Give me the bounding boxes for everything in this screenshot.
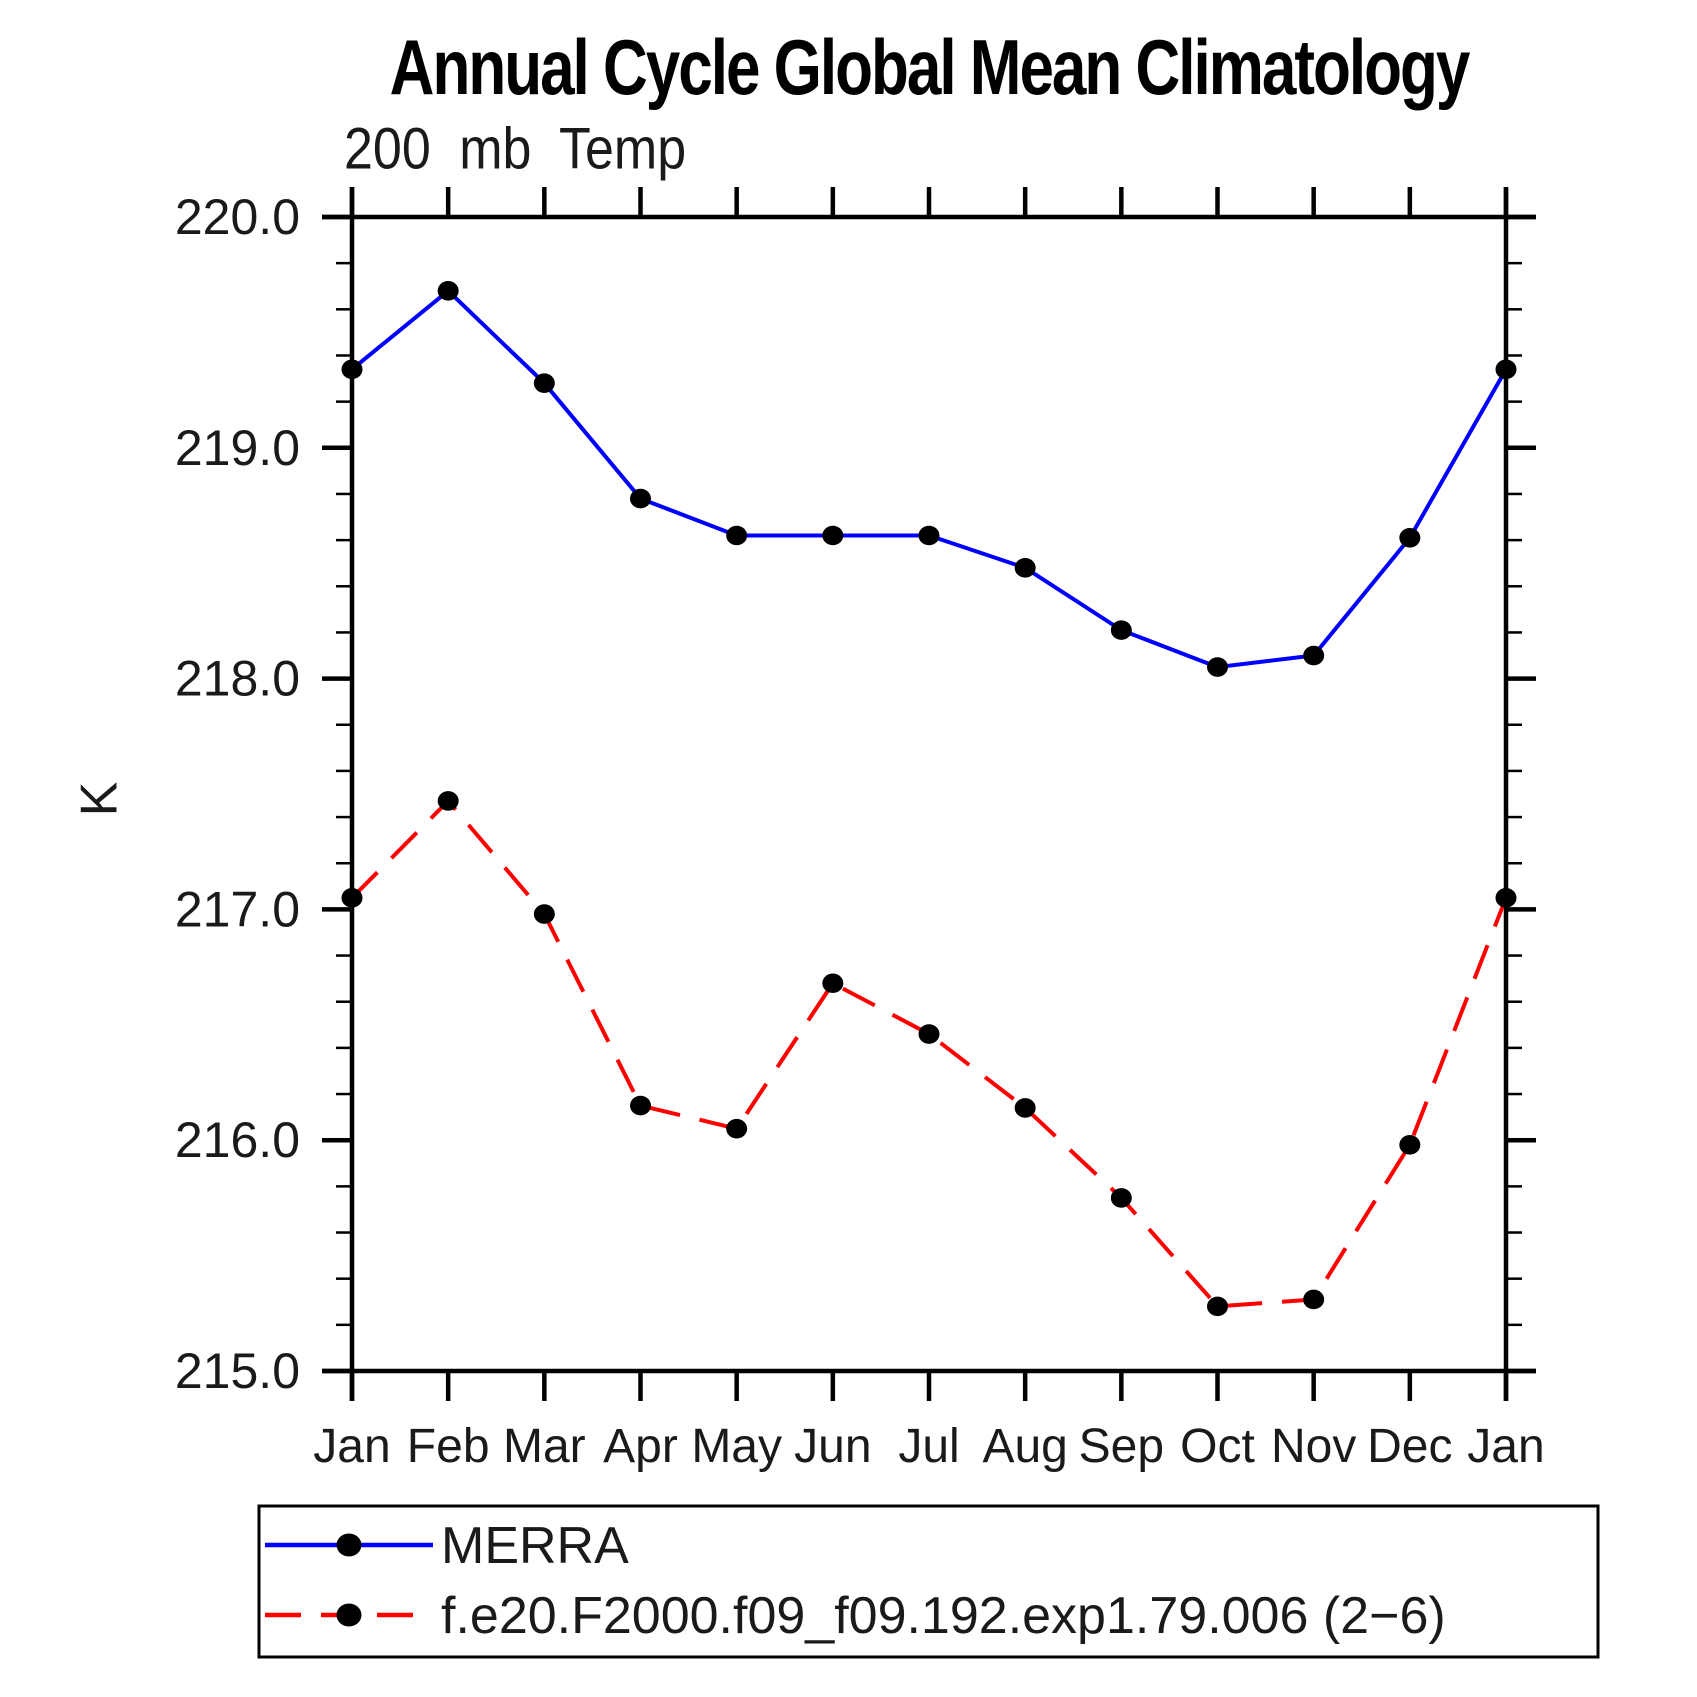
- x-month-label: Jul: [898, 1420, 959, 1473]
- data-point-model: [1014, 1098, 1036, 1118]
- data-point-model: [437, 791, 459, 811]
- data-point-merra: [918, 525, 940, 546]
- data-point-model: [1495, 888, 1517, 908]
- data-point-merra: [437, 281, 459, 301]
- data-point-model: [1207, 1296, 1228, 1317]
- data-point-model: [1399, 1135, 1421, 1155]
- data-point-model: [1110, 1188, 1132, 1208]
- legend-marker: [336, 1603, 362, 1627]
- x-month-label: Aug: [982, 1420, 1067, 1473]
- data-point-merra: [1399, 528, 1421, 548]
- data-point-merra: [822, 525, 844, 546]
- data-point-merra: [1303, 645, 1325, 666]
- y-tick-label: 217.0: [175, 881, 300, 937]
- data-point-merra: [1207, 657, 1228, 677]
- data-point-model: [1303, 1289, 1325, 1310]
- data-point-merra: [1110, 620, 1132, 640]
- legend-label: f.e20.F2000.f09_f09.192.exp1.79.006 (2−6…: [441, 1587, 1446, 1645]
- legend-marker: [336, 1533, 362, 1557]
- data-point-merra: [630, 488, 651, 509]
- y-tick-label: 219.0: [175, 420, 300, 476]
- data-point-model: [341, 888, 363, 908]
- y-tick-label: 215.0: [175, 1343, 300, 1399]
- chart-title: Annual Cycle Global Mean Climatology: [389, 25, 1471, 112]
- data-point-merra: [533, 373, 555, 393]
- legend-label: MERRA: [441, 1517, 629, 1575]
- data-point-merra: [1495, 359, 1517, 380]
- data-point-merra: [1014, 558, 1036, 578]
- merra-line: [350, 288, 1508, 670]
- chart-subtitle: 200 mb Temp: [344, 117, 687, 183]
- legend-box: [257, 1504, 1600, 1659]
- data-point-model: [533, 904, 555, 924]
- x-month-label: Apr: [603, 1420, 678, 1473]
- data-point-model: [918, 1024, 940, 1044]
- x-month-label: May: [691, 1420, 782, 1473]
- x-month-label: Jan: [313, 1420, 390, 1473]
- data-point-merra: [341, 359, 363, 380]
- x-month-label: Jun: [794, 1420, 871, 1473]
- x-month-label: Feb: [407, 1420, 490, 1473]
- y-tick-label: 216.0: [175, 1112, 300, 1168]
- data-point-model: [822, 973, 844, 994]
- x-month-label: Dec: [1367, 1420, 1452, 1473]
- x-month-label: Jan: [1467, 1420, 1544, 1473]
- model-line: [350, 797, 1508, 1309]
- y-tick-label: 220.0: [175, 189, 300, 245]
- x-month-label: Oct: [1180, 1420, 1255, 1473]
- data-point-model: [630, 1095, 651, 1116]
- x-month-label: Mar: [503, 1420, 586, 1473]
- y-tick-label: 218.0: [175, 651, 300, 707]
- x-month-label: Nov: [1271, 1420, 1356, 1473]
- data-point-merra: [726, 525, 748, 546]
- x-month-label: Sep: [1079, 1420, 1164, 1473]
- data-point-model: [726, 1118, 748, 1139]
